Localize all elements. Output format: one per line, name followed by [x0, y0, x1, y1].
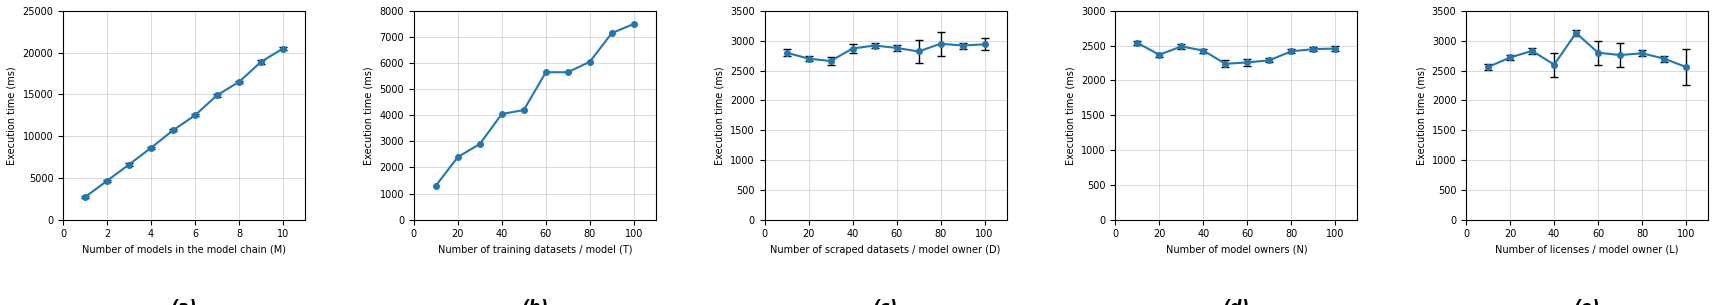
X-axis label: Number of licenses / model owner (L): Number of licenses / model owner (L): [1495, 245, 1678, 255]
Text: (d): (d): [1222, 299, 1250, 305]
Y-axis label: Execution time (ms): Execution time (ms): [1064, 66, 1075, 165]
X-axis label: Number of models in the model chain (M): Number of models in the model chain (M): [82, 245, 286, 255]
X-axis label: Number of scraped datasets / model owner (D): Number of scraped datasets / model owner…: [770, 245, 1001, 255]
X-axis label: Number of model owners (N): Number of model owners (N): [1166, 245, 1306, 255]
X-axis label: Number of training datasets / model (T): Number of training datasets / model (T): [437, 245, 632, 255]
Y-axis label: Execution time (ms): Execution time (ms): [715, 66, 725, 165]
Y-axis label: Execution time (ms): Execution time (ms): [1416, 66, 1426, 165]
Text: (a): (a): [171, 299, 197, 305]
Text: (b): (b): [521, 299, 548, 305]
Text: (e): (e): [1573, 299, 1599, 305]
Y-axis label: Execution time (ms): Execution time (ms): [363, 66, 374, 165]
Y-axis label: Execution time (ms): Execution time (ms): [7, 66, 17, 165]
Text: (c): (c): [872, 299, 898, 305]
